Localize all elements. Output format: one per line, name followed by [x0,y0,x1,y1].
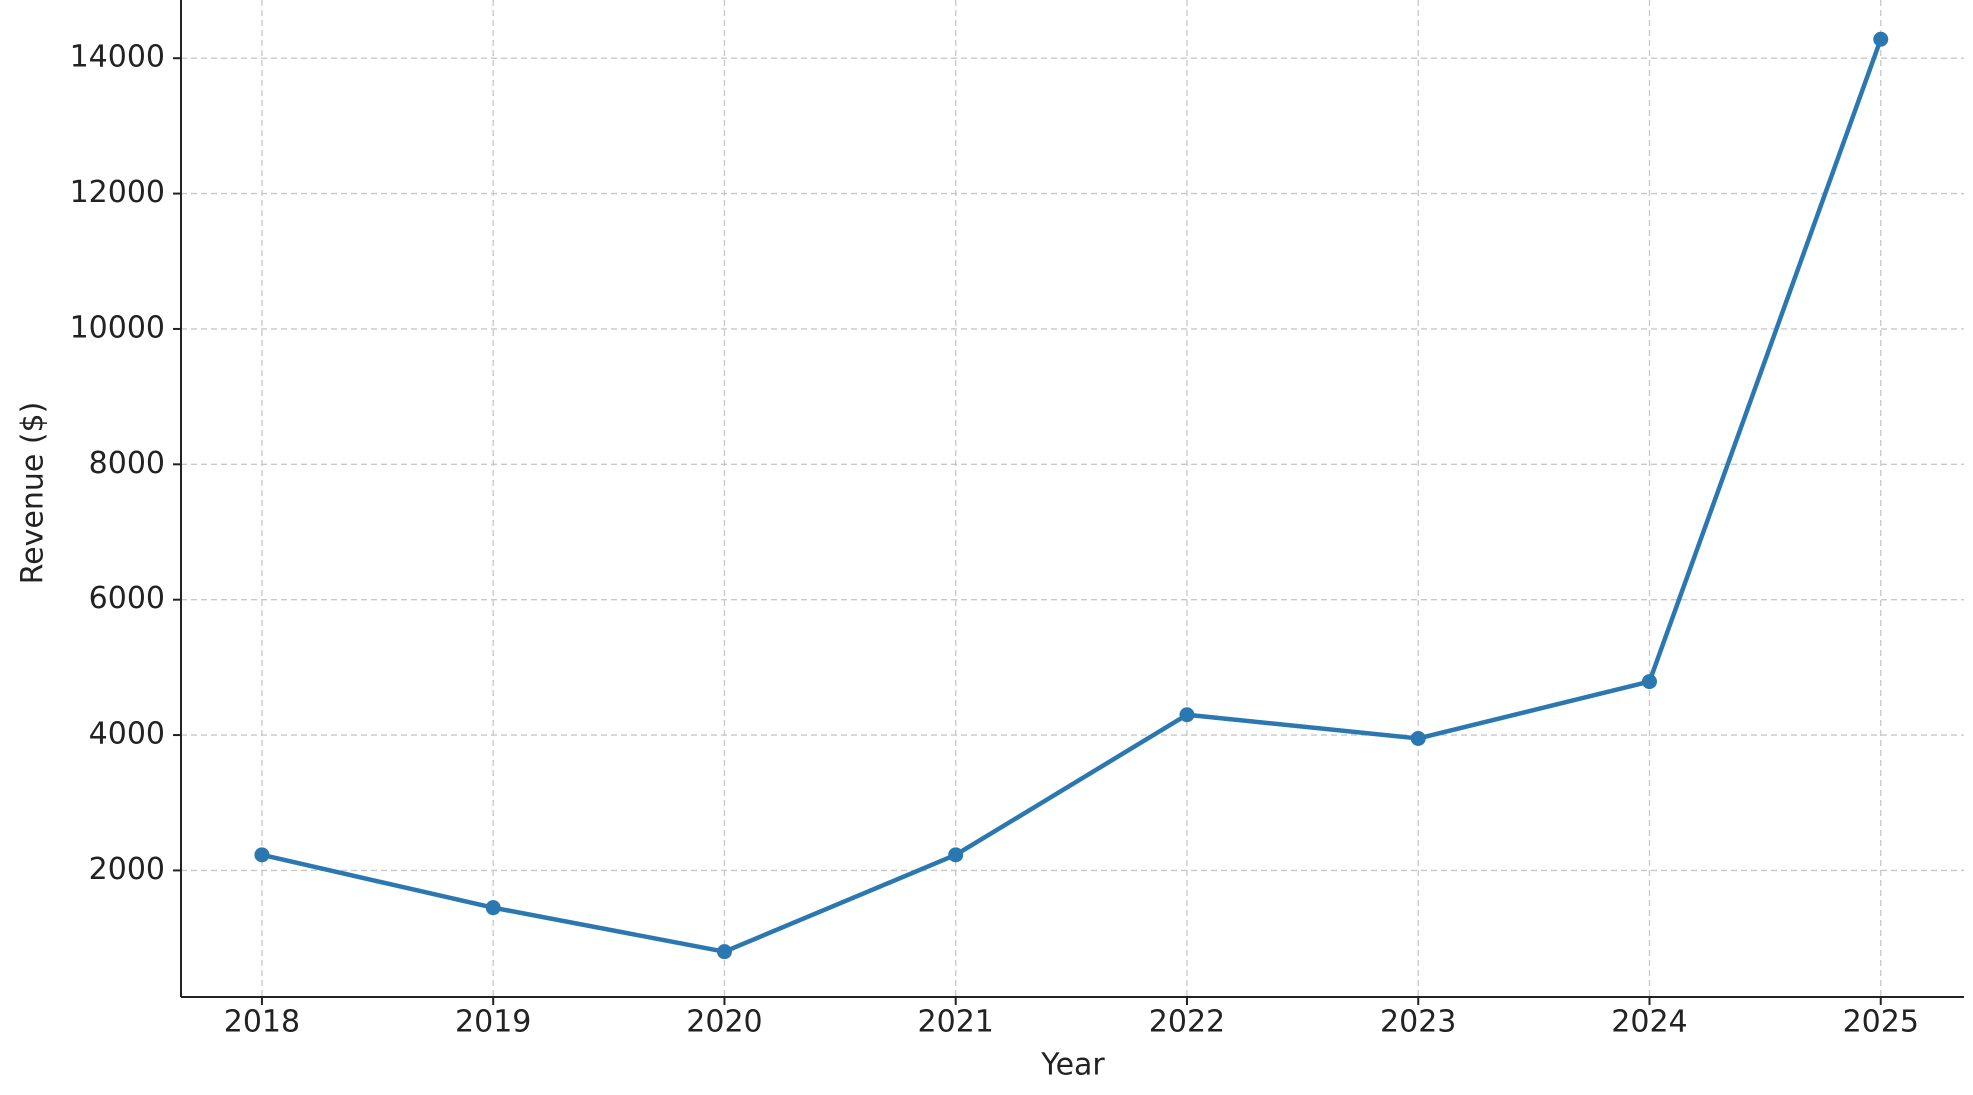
series-line [261,38,1883,954]
x-axis-label: Year [1040,1048,1105,1083]
x-tick-label: 2021 [918,1005,994,1040]
x-tick-label: 2024 [1611,1005,1687,1040]
y-tick-label: 8000 [89,446,165,481]
point [948,847,964,863]
x-tick-label: 2023 [1380,1005,1456,1040]
y-tick-label: 2000 [89,852,165,887]
x-tick-label: 2018 [224,1005,300,1040]
point [1641,674,1657,690]
point [1410,730,1426,746]
point [1873,31,1889,47]
y-axis-label: Revenue ($) [16,402,51,585]
point [716,944,732,960]
x-tick-label: 2020 [686,1005,762,1040]
point [1179,707,1195,723]
x-tick-label: 2022 [1149,1005,1225,1040]
y-tick-label: 6000 [89,581,165,616]
y-tick-label: 10000 [70,310,165,345]
y-tick-label: 12000 [70,175,165,210]
y-tick-label: 14000 [70,40,165,75]
x-tick-label: 2019 [455,1005,531,1040]
y-tick-label: 4000 [89,717,165,752]
x-tick-label: 2025 [1843,1005,1919,1040]
point [254,847,270,863]
point [485,900,501,916]
